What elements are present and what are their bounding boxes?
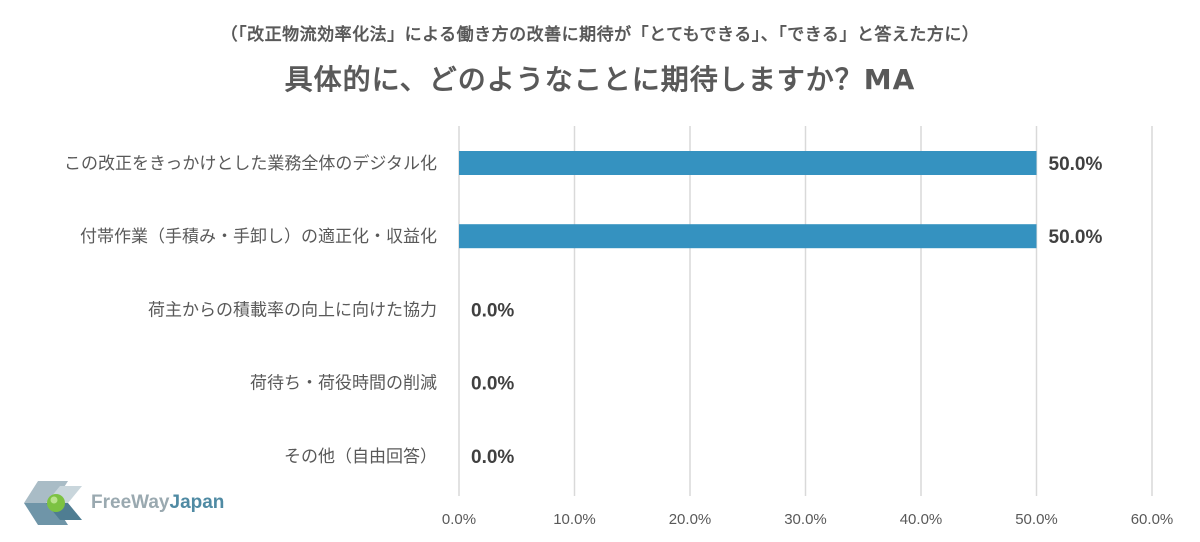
- bars: [459, 151, 1037, 249]
- x-tick-label: 0.0%: [442, 511, 476, 528]
- x-tick-label: 30.0%: [784, 511, 827, 528]
- data-label: 50.0%: [1049, 227, 1103, 248]
- category-labels: この改正をきっかけとした業務全体のデジタル化付帯作業（手積み・手卸し）の適正化・…: [64, 153, 437, 467]
- x-tick-label: 50.0%: [1015, 511, 1058, 528]
- freewayjapan-logo: [24, 481, 82, 525]
- category-label: その他（自由回答）: [284, 447, 437, 467]
- data-labels: 50.0% 50.0% 0.0% 0.0% 0.0%: [471, 154, 1102, 468]
- data-label: 50.0%: [1049, 154, 1103, 175]
- bar: [459, 151, 1037, 175]
- chart-title: 具体的に、どのようなことに期待しますか？MA: [284, 63, 916, 96]
- logo-text: FreeWayJapan: [91, 492, 224, 514]
- x-tick-labels: 0.0% 10.0% 20.0% 30.0% 40.0% 50.0% 60.0%: [442, 511, 1173, 528]
- bar: [459, 224, 1037, 249]
- logo-text-free: FreeWay: [91, 492, 170, 513]
- chart-subtitle: （「改正物流効率化法」による働き方の改善に期待が「とてもできる」、「できる」と答…: [220, 25, 980, 45]
- data-label: 0.0%: [471, 447, 514, 468]
- data-label: 0.0%: [471, 300, 514, 321]
- x-tick-label: 20.0%: [669, 511, 712, 528]
- data-label: 0.0%: [471, 374, 514, 395]
- x-tick-label: 10.0%: [553, 511, 596, 528]
- x-tick-label: 60.0%: [1131, 511, 1174, 528]
- category-label: この改正をきっかけとした業務全体のデジタル化: [64, 153, 437, 174]
- category-label: 荷主からの積載率の向上に向けた協力: [148, 300, 437, 320]
- category-label: 荷待ち・荷役時間の削減: [250, 374, 437, 394]
- category-label: 付帯作業（手積み・手卸し）の適正化・収益化: [80, 227, 437, 247]
- x-tick-label: 40.0%: [900, 511, 943, 528]
- gridlines: [458, 126, 1153, 496]
- logo-text-japan: Japan: [169, 492, 225, 513]
